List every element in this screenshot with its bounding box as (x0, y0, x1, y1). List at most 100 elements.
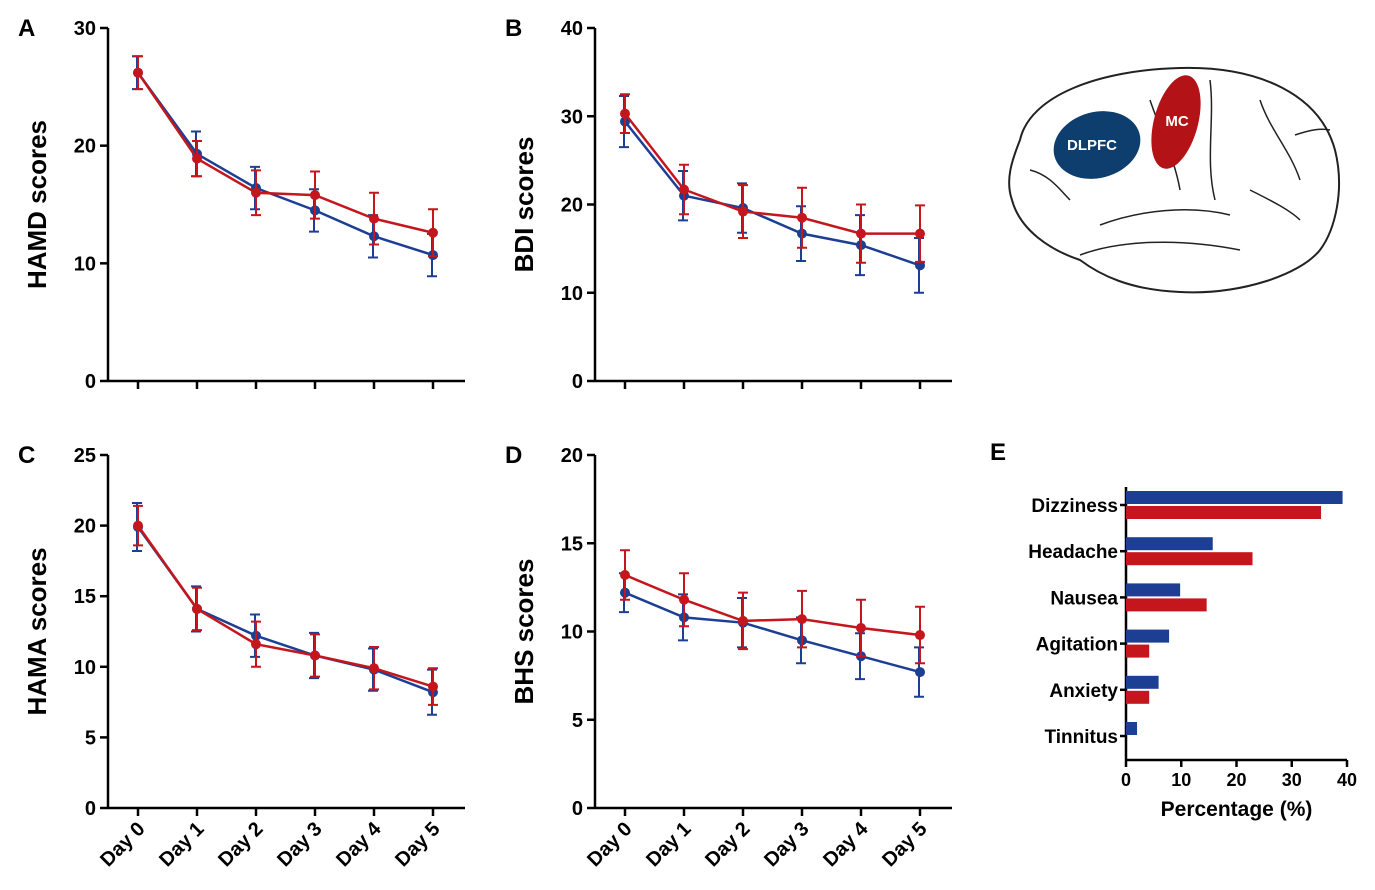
x-tick-label: Day 3 (760, 818, 813, 871)
y-tick-label: 10 (74, 253, 96, 275)
point (915, 260, 925, 271)
bar (1126, 722, 1138, 735)
point (620, 570, 630, 581)
x-tick-label: Day 0 (96, 818, 149, 871)
x-axis-label: Percentage (%) (1161, 798, 1313, 821)
y-axis-label: BHS scores (509, 559, 539, 705)
y-tick-label: 20 (74, 516, 96, 538)
point (251, 639, 261, 650)
x-tick-label: 20 (1226, 770, 1246, 790)
y-tick-label: 0 (572, 798, 583, 820)
dlpfc-region (1053, 111, 1141, 179)
x-tick-label: 30 (1282, 770, 1302, 790)
point (738, 615, 748, 626)
point (915, 667, 925, 678)
point (251, 187, 261, 198)
point (192, 153, 202, 164)
bar (1126, 629, 1170, 643)
x-tick-label: 0 (1121, 770, 1131, 790)
y-tick-label: Headache (1028, 542, 1118, 563)
x-tick-label: Day 0 (583, 818, 636, 871)
point (797, 614, 807, 625)
x-tick-label: Day 1 (642, 818, 695, 871)
y-tick-label: Tinnitus (1044, 727, 1118, 748)
panel-label: D (505, 442, 522, 469)
bar (1126, 598, 1207, 612)
panel-label: E (990, 439, 1006, 466)
panel-label: C (18, 442, 35, 469)
point (620, 108, 630, 119)
y-axis-label: BDI scores (509, 137, 539, 273)
brain-diagram: DLPFC MC (1008, 66, 1341, 294)
bar (1126, 690, 1150, 704)
point (856, 622, 866, 633)
point (856, 228, 866, 239)
point (310, 650, 320, 661)
y-tick-label: 30 (561, 106, 583, 128)
y-tick-label: 5 (572, 710, 583, 732)
series-line (624, 573, 921, 637)
point (192, 603, 202, 614)
x-tick-label: Day 5 (878, 818, 931, 871)
bar (1126, 537, 1213, 551)
series-line (624, 120, 921, 267)
point (369, 213, 379, 224)
x-tick-label: Day 1 (155, 818, 208, 871)
x-tick-label: Day 4 (819, 817, 873, 871)
y-tick-label: 10 (561, 283, 583, 305)
diagram-label: DLPFC (1067, 137, 1117, 154)
series-line (136, 71, 434, 257)
y-tick-label: 0 (85, 371, 96, 393)
point (738, 206, 748, 217)
series-line (136, 72, 434, 234)
series-line (136, 526, 434, 694)
y-tick-label: 30 (74, 18, 96, 40)
x-tick-label: Day 3 (273, 818, 326, 871)
bar (1126, 644, 1150, 658)
panel-label: B (505, 15, 522, 42)
point (310, 190, 320, 201)
y-tick-label: 20 (561, 195, 583, 217)
y-tick-label: Nausea (1050, 588, 1118, 609)
x-tick-label: 40 (1337, 770, 1357, 790)
bar (1126, 583, 1181, 597)
y-tick-label: 0 (572, 371, 583, 393)
y-tick-label: 20 (561, 445, 583, 467)
bar (1126, 552, 1253, 566)
point (133, 67, 143, 78)
y-tick-label: 5 (85, 727, 96, 749)
point (915, 630, 925, 641)
bar (1126, 675, 1159, 689)
series-line (136, 524, 434, 688)
y-tick-label: 10 (74, 657, 96, 679)
point (428, 681, 438, 692)
point (428, 227, 438, 238)
y-tick-label: 15 (561, 533, 583, 555)
y-tick-label: 10 (561, 622, 583, 644)
x-tick-label: Day 2 (701, 818, 754, 871)
y-tick-label: 0 (85, 798, 96, 820)
point (679, 594, 689, 605)
x-tick-label: 10 (1171, 770, 1191, 790)
y-axis-label: HAMA scores (22, 547, 52, 715)
y-tick-label: 20 (74, 136, 96, 158)
x-tick-label: Day 2 (214, 818, 267, 871)
point (133, 520, 143, 531)
series-line (624, 112, 920, 235)
point (915, 228, 925, 239)
mc-region (1151, 75, 1201, 169)
y-tick-label: Agitation (1036, 635, 1118, 656)
x-tick-label: Day 4 (332, 817, 386, 871)
y-axis-label: HAMD scores (22, 120, 52, 289)
y-tick-label: 15 (74, 586, 96, 608)
bar (1126, 506, 1322, 519)
y-tick-label: Dizziness (1031, 496, 1118, 517)
y-tick-label: Anxiety (1049, 681, 1118, 702)
y-tick-label: 40 (561, 18, 583, 40)
panel-label: A (18, 15, 35, 42)
y-tick-label: 25 (74, 445, 96, 467)
point (369, 663, 379, 674)
point (797, 212, 807, 223)
diagram-label: MC (1165, 113, 1188, 130)
